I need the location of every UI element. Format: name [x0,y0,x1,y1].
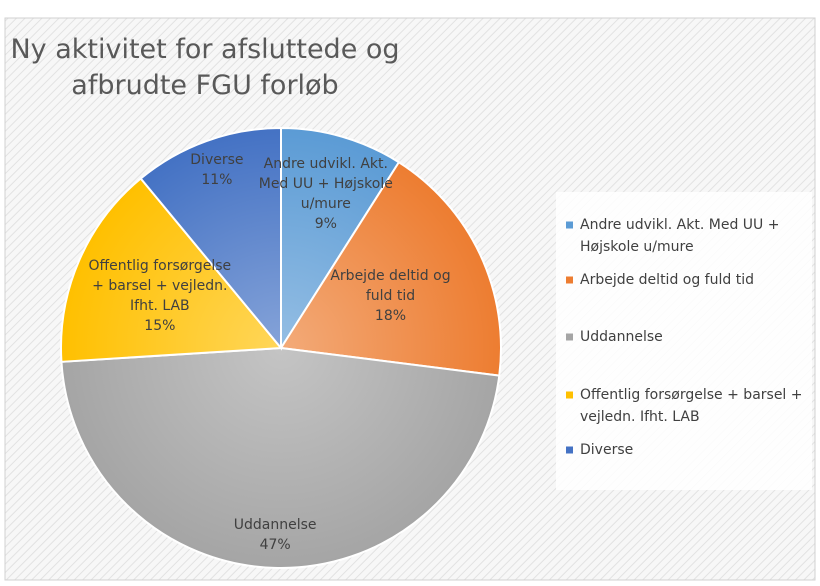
legend-box [556,192,812,490]
slice-shine [140,128,281,348]
data-label-box: Uddannelse 47% [200,485,350,585]
data-label: Andre udvikl. Akt. Med UU + Højskole u/m… [251,144,401,244]
data-label-value: 18% [374,308,407,325]
legend: Andre udvikl. Akt. Med UU + Højskole u/m… [566,217,803,458]
data-label-name: Andre udvikl. Akt. Med UU + Højskole u/m… [258,155,393,212]
legend-text-box: Arbejde deltid og fuld tid [580,272,754,288]
data-labels: Andre udvikl. Akt. Med UU + Højskole u/m… [85,120,465,585]
data-label-value: 9% [314,215,337,232]
legend-label: Arbejde deltid og fuld tid [580,272,754,288]
data-label-value: 11% [201,171,233,188]
legend-label: Diverse [580,442,634,458]
legend-swatch [566,446,573,454]
legend-swatch [566,221,573,229]
legend-swatch [566,276,573,284]
data-label-name: Diverse [190,151,244,168]
slice-shine [61,348,500,568]
data-label-name: Offentlig forsørgelse + barsel + vejledn… [88,257,232,314]
chart-title: Ny aktivitet for afsluttede og afbrudte … [10,34,400,101]
legend-text-box: Uddannelse [580,329,663,345]
data-label: Diverse 11% [142,120,292,220]
data-label: Arbejde deltid og fuld tid 18% [315,246,465,346]
legend-label: Uddannelse [580,329,663,345]
pie [60,126,502,569]
slice-shine [281,162,501,376]
data-label-box: Diverse 11% [142,120,292,220]
data-label-value: 15% [144,317,176,334]
legend-label: Andre udvikl. Akt. Med UU + Højskole u/m… [580,217,780,255]
data-label: Uddannelse 47% [200,485,350,585]
data-label: Offentlig forsørgelse + barsel + vejledn… [85,246,235,346]
data-label-value: 47% [259,536,291,553]
slice-shine [61,178,281,362]
data-label-box: Andre udvikl. Akt. Med UU + Højskole u/m… [251,144,401,244]
legend-label: Offentlig forsørgelse + barsel + vejledn… [580,387,803,425]
slice-shine [281,128,399,348]
title-box: Ny aktivitet for afsluttede og afbrudte … [10,34,400,101]
data-label-box: Offentlig forsørgelse + barsel + vejledn… [85,246,235,346]
legend-text-box: Andre udvikl. Akt. Med UU + Højskole u/m… [580,217,780,255]
data-label-name: Uddannelse [233,516,317,533]
data-label-name: Arbejde deltid og fuld tid [330,268,451,305]
legend-text-box: Diverse [580,442,634,458]
legend-swatch [566,391,573,399]
legend-swatch [566,333,573,341]
legend-text-box: Offentlig forsørgelse + barsel + vejledn… [580,387,803,425]
data-label-box: Arbejde deltid og fuld tid 18% [315,246,465,346]
